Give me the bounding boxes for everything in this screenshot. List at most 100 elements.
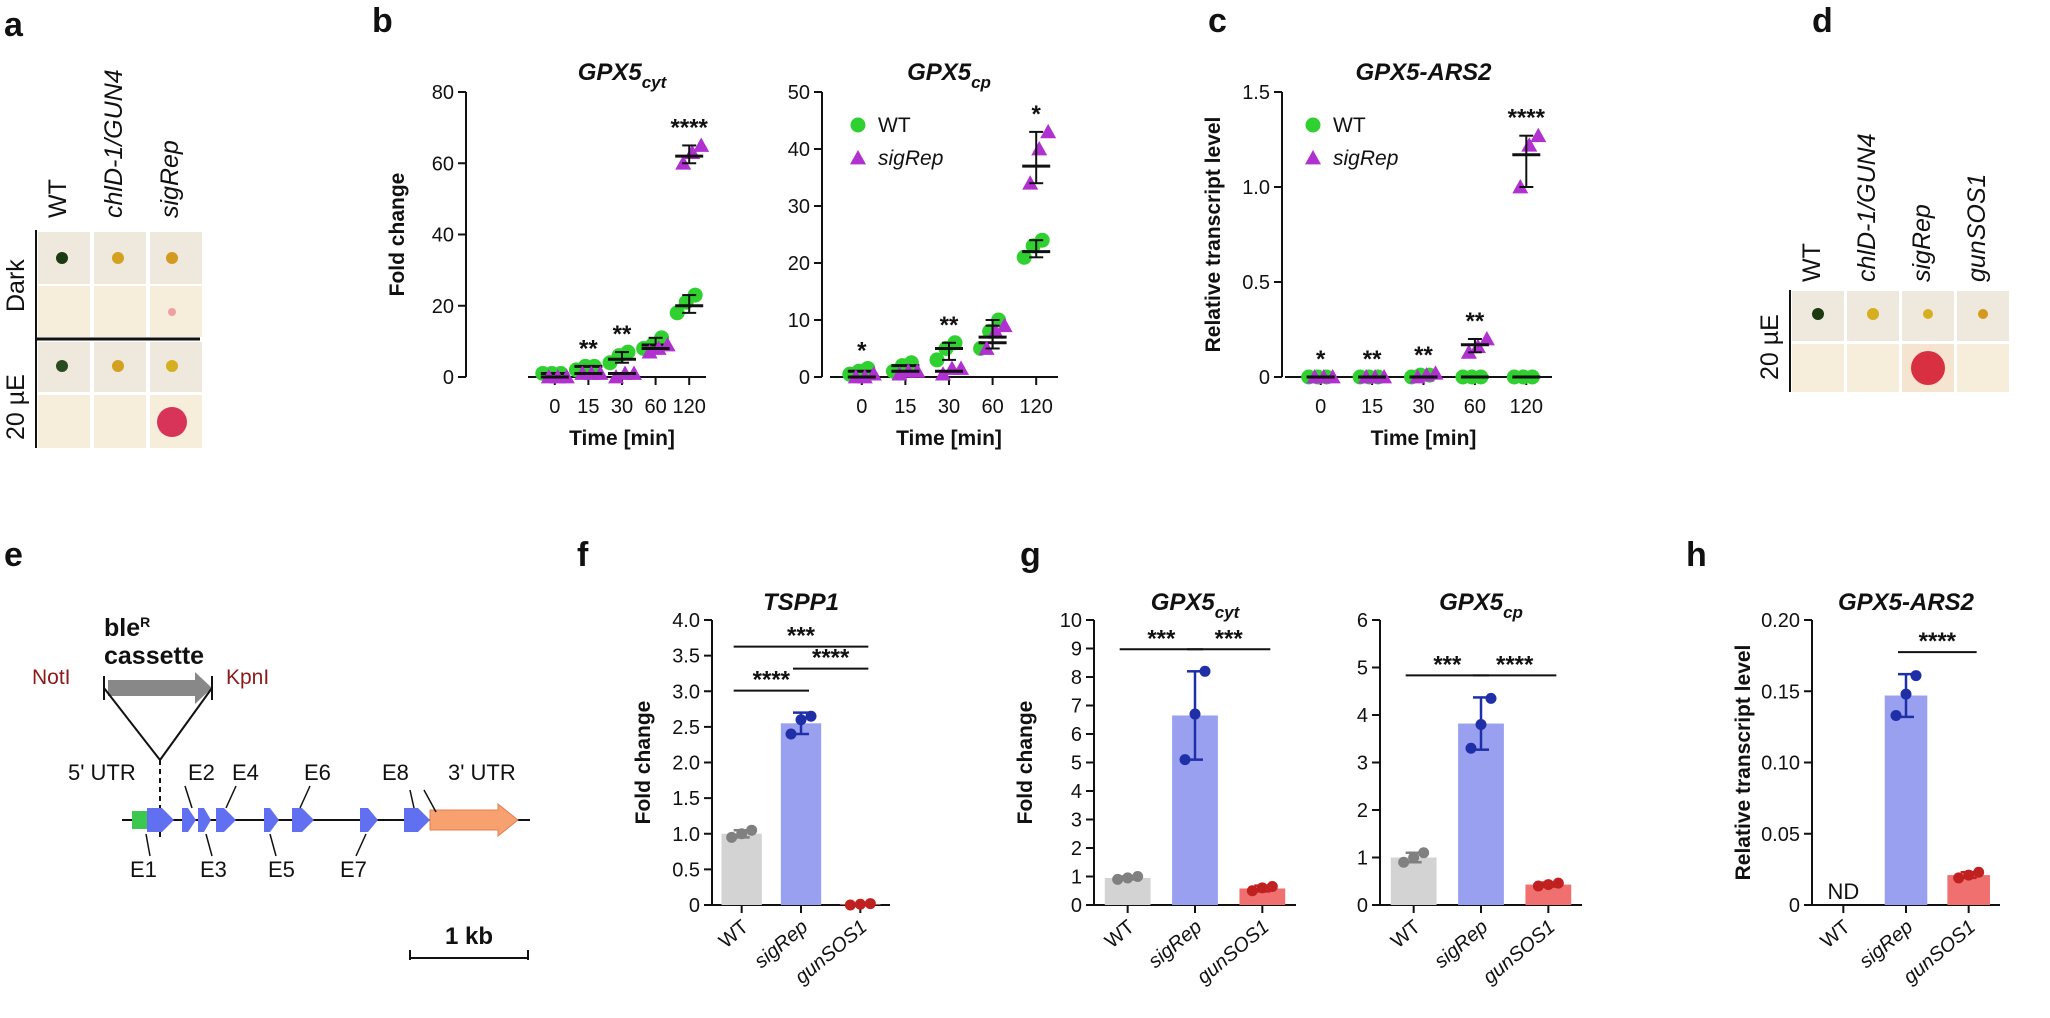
x-axis-label: Time [min] — [896, 427, 1002, 450]
y-tick-label: 0.05 — [1761, 824, 1800, 846]
significance-label: *** — [1215, 625, 1244, 652]
e8-pointer — [409, 789, 415, 809]
y-tick-label: 4 — [1071, 781, 1082, 803]
data-point — [864, 898, 876, 910]
data-point-sigrep — [1031, 141, 1048, 156]
y-tick-label: 0.15 — [1761, 681, 1800, 703]
photo-grid-d — [1792, 291, 2009, 392]
exon-label-e3: E3 — [200, 857, 227, 882]
y-tick-label: 0 — [1357, 895, 1368, 917]
y-tick-label: 5 — [1071, 753, 1082, 775]
chart-gpx5-ars2-bars: 0 0.05 0.10 0.15 0.20 Relative transcript lev… — [1732, 589, 2000, 989]
data-point — [1542, 879, 1554, 891]
chart-title: GPX5cyt — [1151, 589, 1241, 622]
y-tick-label: 2.0 — [672, 753, 700, 775]
col-label-wt: WT — [44, 179, 72, 218]
row-label-20ue: 20 µE — [2, 374, 30, 440]
x-tick-label: sigRep — [1144, 916, 1206, 973]
data-point — [1963, 869, 1975, 881]
exon-2 — [182, 808, 196, 832]
panel-e: bleR cassette NotI KpnI 5' UTR 3' UTR E2… — [32, 614, 530, 960]
chart-title: GPX5-ARS2 — [1838, 589, 1975, 616]
data-point — [795, 714, 807, 726]
significance-label: ** — [613, 321, 632, 348]
y-tick-label: 1.0 — [1242, 177, 1270, 199]
exon-1 — [147, 808, 174, 832]
y-tick-label: 1 — [1357, 848, 1368, 870]
y-tick-label: 0 — [443, 367, 454, 389]
d-col-gunsos1: gunSOS1 — [1963, 174, 1991, 282]
y-tick-label: 0 — [689, 895, 700, 917]
y-tick-label: 7 — [1071, 696, 1082, 718]
data-point — [1199, 665, 1211, 677]
significance-label: ** — [1466, 308, 1485, 335]
y-tick-label: 9 — [1071, 639, 1082, 661]
legend-label-wt: WT — [878, 114, 911, 137]
y-tick-label: 2 — [1071, 838, 1082, 860]
y-tick-label: 1.5 — [672, 788, 700, 810]
chart-title: GPX5cp — [907, 59, 991, 92]
panel-label-a: a — [4, 6, 24, 44]
y-tick-label: 4.0 — [672, 610, 700, 632]
bar — [721, 833, 762, 905]
y-tick-label: 0 — [799, 367, 810, 389]
data-point — [854, 898, 866, 910]
significance-label: **** — [812, 645, 850, 672]
exon-label-e4: E4 — [232, 760, 259, 785]
x-tick-label: WT — [1817, 916, 1855, 953]
y-tick-label: 0.5 — [672, 859, 700, 881]
utr3-arrow — [429, 802, 519, 838]
x-axis-label: Time [min] — [569, 427, 675, 450]
chart-gpx5-cyt-timecourse: 0 20 40 60 80 Fold change GPX5cyt 0 15 30 60 120 Tim… — [386, 59, 710, 450]
x-tick-label: sigRep — [1430, 916, 1492, 973]
legend-label-sigrep: sigRep — [1333, 147, 1398, 170]
panel-label-d: d — [1812, 2, 1833, 40]
y-tick-label: 6 — [1357, 610, 1368, 632]
annotation-nd: ND — [1827, 879, 1859, 904]
significance-label: *** — [1147, 625, 1176, 652]
data-point-sigrep — [693, 137, 710, 152]
bar — [780, 723, 822, 905]
data-point — [746, 824, 758, 836]
d-col-wt: WT — [1798, 243, 1826, 282]
data-point — [1532, 880, 1544, 892]
x-tick-label: 120 — [673, 396, 706, 418]
x-tick-label: 60 — [981, 396, 1003, 418]
y-tick-label: 20 — [788, 253, 810, 275]
data-point — [1418, 847, 1430, 859]
panel-label-h: h — [1686, 536, 1707, 574]
photo-grid-a — [38, 232, 202, 448]
exon-label-e5: E5 — [268, 857, 295, 882]
insert-line-left — [103, 687, 161, 761]
data-point — [785, 728, 797, 740]
x-tick-label: 0 — [856, 396, 867, 418]
data-point — [1552, 877, 1564, 889]
data-point-sigrep — [1478, 331, 1495, 346]
data-point — [726, 831, 738, 843]
chart-title: GPX5cyt — [578, 59, 668, 92]
bar — [1884, 695, 1928, 905]
exon-3 — [198, 808, 211, 832]
legend-marker-wt — [850, 117, 866, 133]
y-tick-label: 80 — [432, 82, 454, 104]
data-point — [1246, 885, 1258, 897]
ble-cassette-arrow — [108, 672, 212, 704]
significance-label: * — [1032, 101, 1042, 128]
d-row-20ue: 20 µE — [1756, 314, 1784, 380]
significance-label: **** — [753, 667, 791, 694]
exon-5 — [264, 808, 279, 832]
x-tick-label: 60 — [644, 396, 666, 418]
utr5-box — [132, 811, 147, 829]
x-axis-label: Time [min] — [1371, 427, 1477, 450]
y-tick-label: 30 — [788, 196, 810, 218]
significance-label: ** — [1414, 342, 1433, 369]
exon-label-e8: E8 — [382, 760, 409, 785]
y-axis-label: Fold change — [1014, 701, 1037, 825]
x-tick-label: 120 — [1510, 396, 1543, 418]
data-point-wt — [1016, 249, 1032, 265]
exon-label-e6: E6 — [304, 760, 331, 785]
exon-label-e1: E1 — [130, 857, 157, 882]
data-point — [1132, 871, 1144, 882]
data-point-sigrep — [935, 366, 951, 381]
